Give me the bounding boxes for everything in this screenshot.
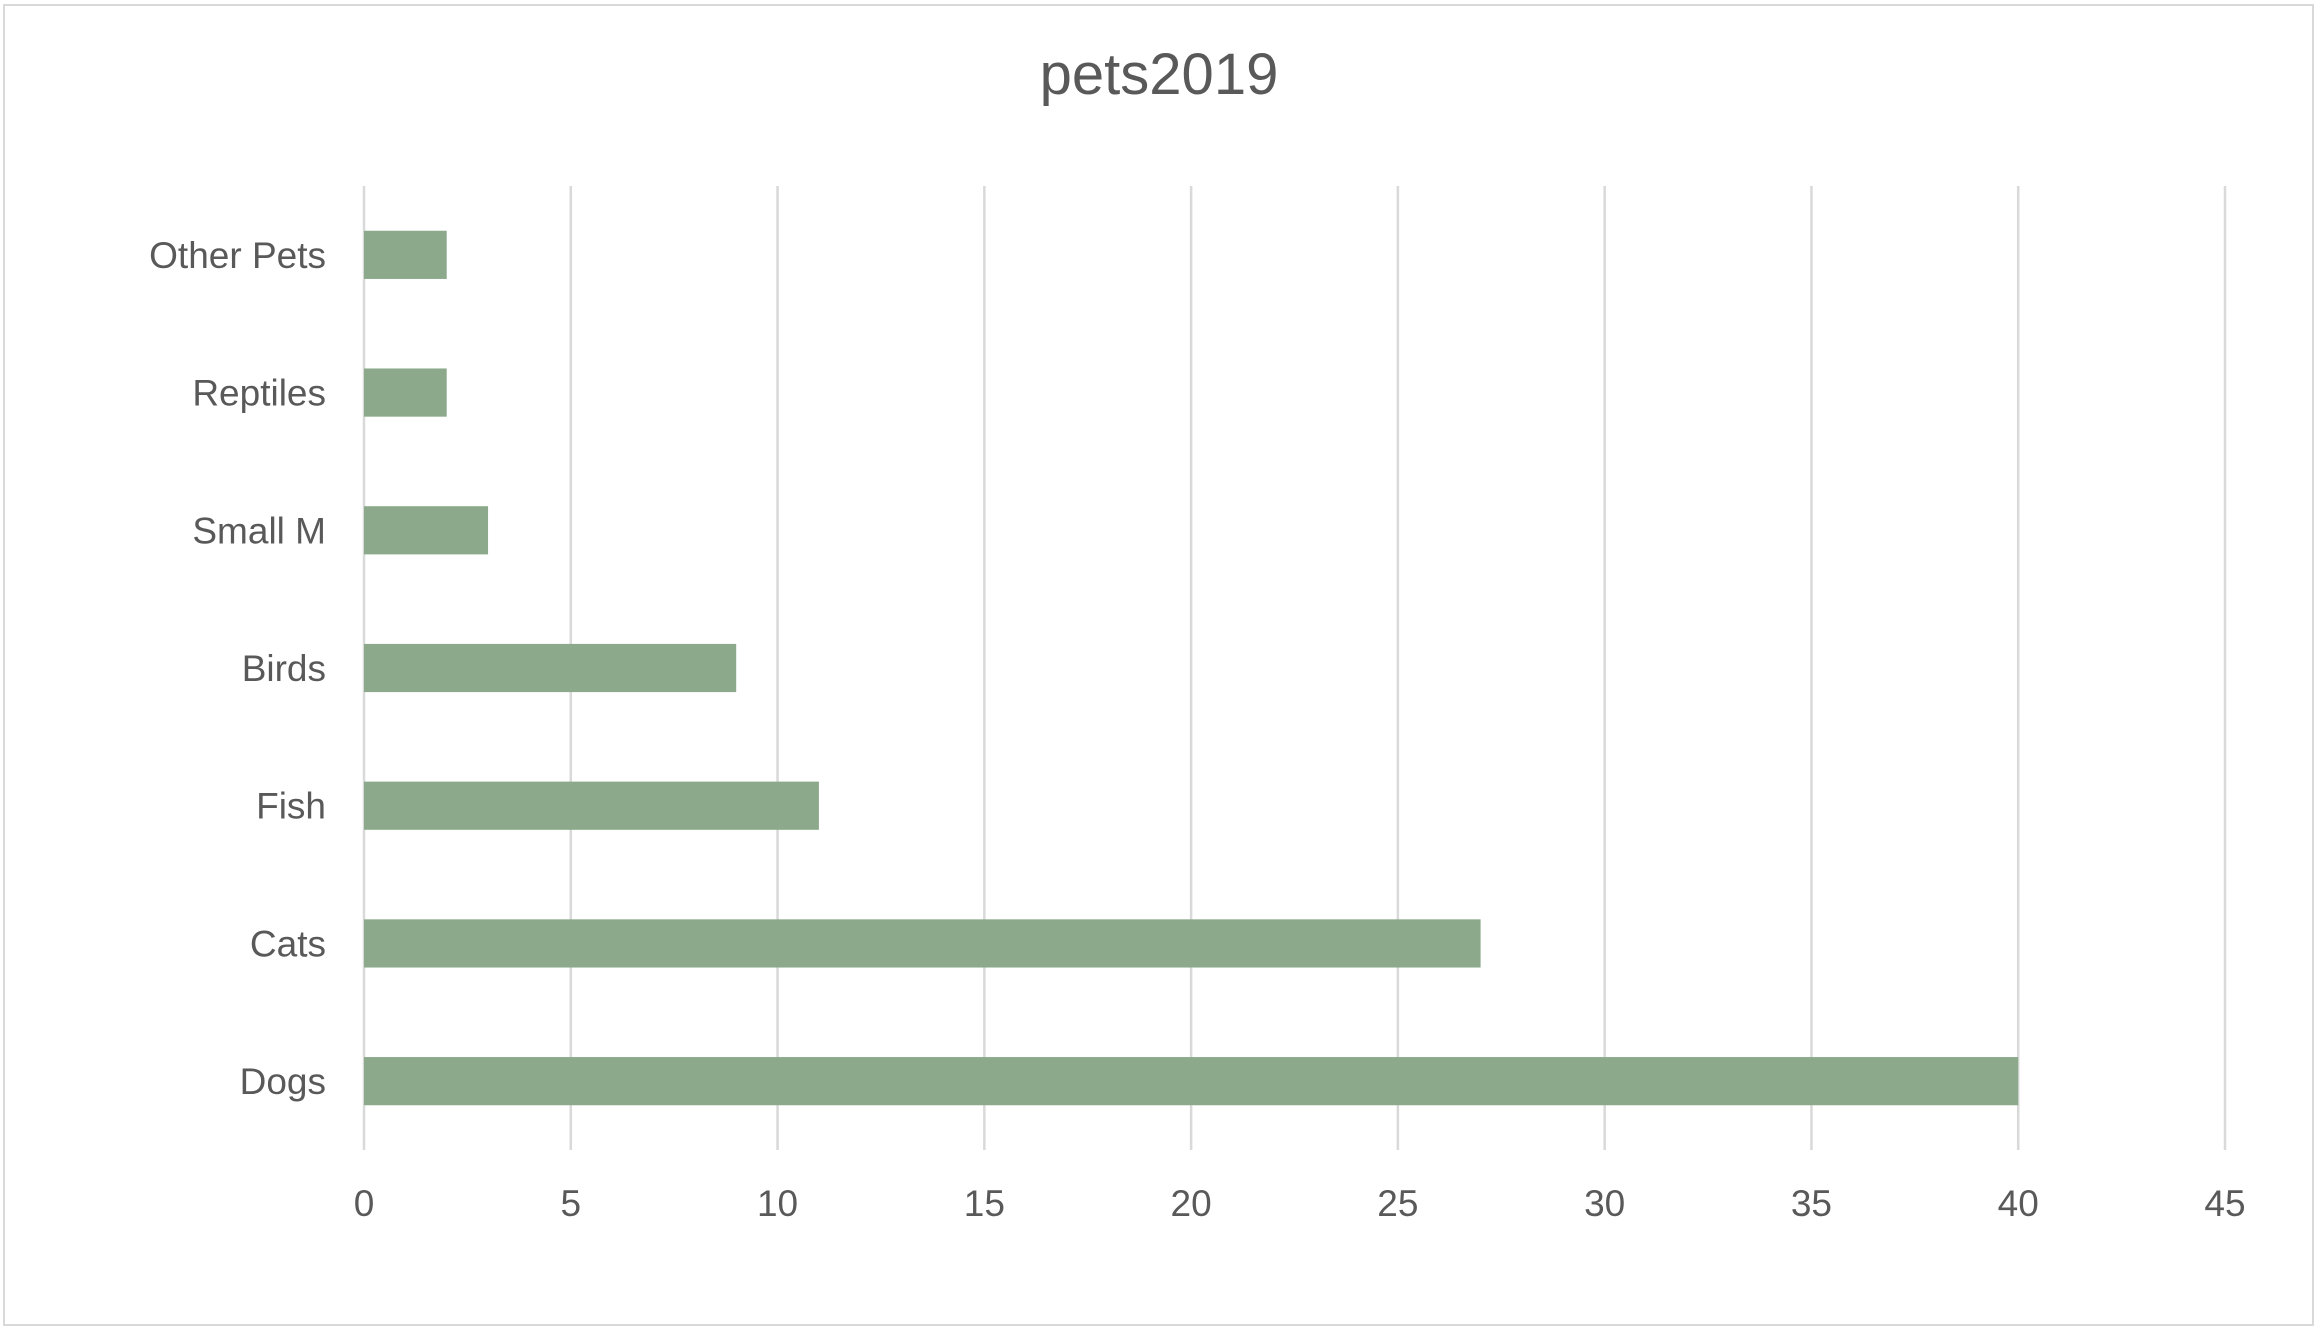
bars bbox=[364, 230, 2019, 1106]
gridlines bbox=[362, 186, 2227, 1150]
category-label: Reptiles bbox=[192, 373, 326, 414]
category-label: Cats bbox=[250, 923, 326, 964]
category-label: Birds bbox=[242, 648, 326, 689]
bar-small-m bbox=[364, 506, 489, 555]
category-label: Fish bbox=[256, 786, 326, 827]
bar-fish bbox=[364, 781, 819, 830]
x-tick-label: 5 bbox=[560, 1183, 581, 1224]
x-tick-label: 35 bbox=[1791, 1183, 1832, 1224]
x-tick-label: 45 bbox=[2204, 1183, 2245, 1224]
category-label: Other Pets bbox=[149, 235, 326, 276]
x-tick-label: 25 bbox=[1377, 1183, 1418, 1224]
bar-other-pets bbox=[364, 230, 447, 279]
x-tick-label: 0 bbox=[354, 1183, 375, 1224]
bar-dogs bbox=[364, 1057, 2019, 1106]
x-tick-label: 10 bbox=[757, 1183, 798, 1224]
bar-reptiles bbox=[364, 368, 447, 417]
x-tick-label: 15 bbox=[964, 1183, 1005, 1224]
x-tick-label: 20 bbox=[1171, 1183, 1212, 1224]
category-label: Small M bbox=[192, 510, 326, 551]
category-axis-labels: Dogs Cats Fish Birds Small M Reptiles Other Pe… bbox=[149, 235, 326, 1102]
x-tick-label: 30 bbox=[1584, 1183, 1625, 1224]
category-label: Dogs bbox=[240, 1061, 326, 1102]
bar-birds bbox=[364, 643, 737, 693]
bar-cats bbox=[364, 919, 1481, 968]
chart-title: pets2019 bbox=[1040, 42, 1279, 107]
x-tick-label: 40 bbox=[1998, 1183, 2039, 1224]
value-axis-labels: 0 5 10 15 20 25 30 35 40 45 bbox=[354, 1183, 2246, 1224]
